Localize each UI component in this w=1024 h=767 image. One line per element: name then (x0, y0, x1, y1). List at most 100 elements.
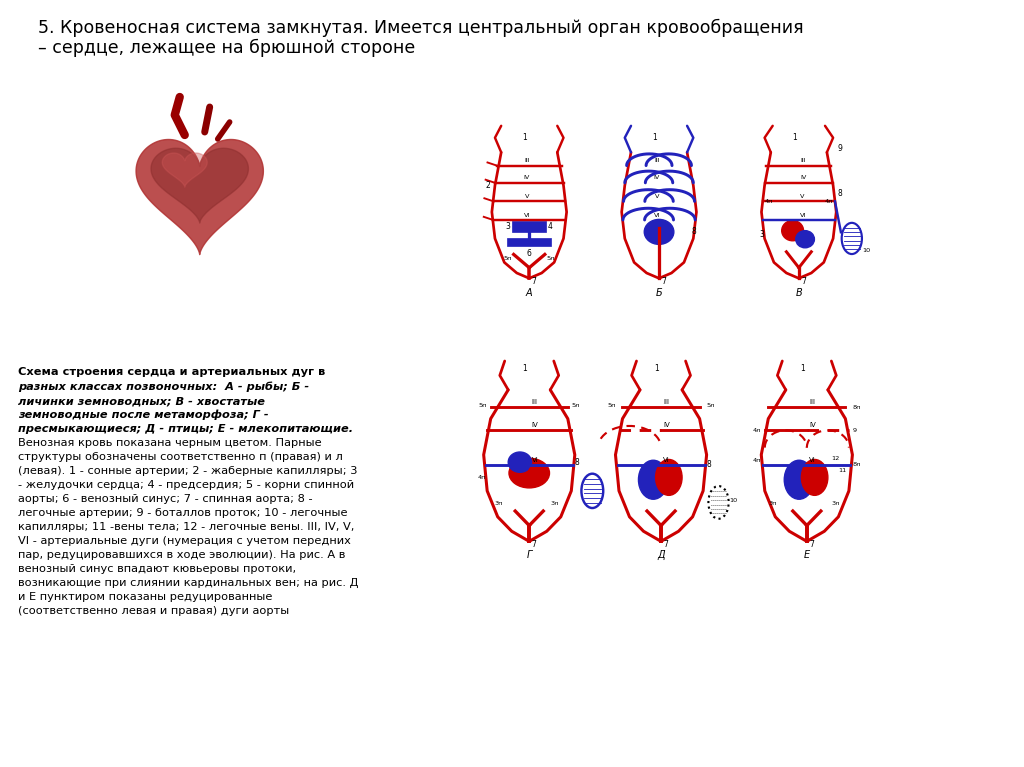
Ellipse shape (655, 459, 682, 495)
Text: 6: 6 (526, 249, 531, 258)
Text: 3п: 3п (495, 502, 503, 506)
Text: 7: 7 (531, 277, 537, 286)
Ellipse shape (842, 223, 862, 254)
Text: В: В (796, 288, 802, 298)
Polygon shape (151, 148, 249, 223)
Text: 3п: 3п (769, 502, 777, 506)
Text: 5л: 5л (571, 403, 580, 408)
Text: 5п: 5п (503, 256, 512, 261)
Text: V: V (801, 194, 805, 199)
Text: пар, редуцировавшихся в ходе эволюции). На рис. А в: пар, редуцировавшихся в ходе эволюции). … (18, 550, 345, 560)
Text: аорты; 6 - венозный синус; 7 - спинная аорта; 8 -: аорты; 6 - венозный синус; 7 - спинная а… (18, 494, 312, 504)
Text: (левая). 1 - сонные артерии; 2 - жаберные капилляры; 3: (левая). 1 - сонные артерии; 2 - жаберны… (18, 466, 357, 476)
Text: IV: IV (809, 422, 816, 428)
Text: VI: VI (809, 456, 816, 463)
Text: 7: 7 (531, 540, 537, 549)
Text: 4л: 4л (753, 428, 761, 433)
Text: 7: 7 (801, 277, 806, 286)
Text: разных классах позвоночных:  А - рыбы; Б -: разных классах позвоночных: А - рыбы; Б … (18, 382, 309, 393)
Text: 7: 7 (664, 540, 669, 549)
Text: 5л: 5л (707, 403, 715, 408)
Text: 10: 10 (729, 499, 737, 503)
Text: 5. Кровеносная система замкнутая. Имеется центральный орган кровообращения: 5. Кровеносная система замкнутая. Имеетс… (38, 19, 804, 38)
Ellipse shape (784, 460, 814, 499)
Text: 3: 3 (760, 230, 765, 239)
Text: Схема строения сердца и артериальных дуг в: Схема строения сердца и артериальных дуг… (18, 367, 326, 377)
Text: 5п: 5п (478, 403, 487, 408)
Ellipse shape (582, 474, 603, 508)
Text: 4п: 4п (764, 199, 773, 204)
Text: 8л: 8л (852, 463, 860, 467)
Text: 12: 12 (831, 456, 840, 461)
Text: V: V (654, 194, 659, 199)
Polygon shape (512, 221, 547, 232)
Text: III: III (531, 399, 538, 405)
Text: 8: 8 (574, 458, 580, 467)
Text: личинки земноводных; В - хвостатые: личинки земноводных; В - хвостатые (18, 396, 265, 406)
Text: 1: 1 (522, 364, 527, 373)
Text: капилляры; 11 -вены тела; 12 - легочные вены. III, IV, V,: капилляры; 11 -вены тела; 12 - легочные … (18, 522, 354, 532)
Text: 3: 3 (506, 222, 511, 231)
Text: А: А (526, 288, 532, 298)
Ellipse shape (508, 452, 531, 472)
Text: VI: VI (523, 212, 530, 218)
Text: Б: Б (655, 288, 663, 298)
Text: III: III (524, 158, 529, 163)
Text: 4п: 4п (477, 476, 485, 480)
Text: III: III (654, 158, 659, 163)
Text: VI: VI (664, 456, 670, 463)
Text: 5п: 5п (607, 403, 615, 408)
Text: 10: 10 (862, 249, 870, 253)
Text: VI - артериальные дуги (нумерация с учетом передних: VI - артериальные дуги (нумерация с учет… (18, 536, 351, 546)
Polygon shape (508, 238, 551, 246)
Text: VI: VI (531, 456, 539, 463)
Text: 8: 8 (838, 189, 842, 198)
Text: IV: IV (531, 422, 539, 428)
Text: 1: 1 (654, 364, 658, 373)
Text: структуры обозначены соответственно п (правая) и л: структуры обозначены соответственно п (п… (18, 452, 343, 462)
Ellipse shape (709, 486, 729, 518)
Text: VI: VI (801, 212, 807, 218)
Text: земноводные после метаморфоза; Г -: земноводные после метаморфоза; Г - (18, 410, 268, 420)
Text: легочные артерии; 9 - боталлов проток; 10 - легочные: легочные артерии; 9 - боталлов проток; 1… (18, 508, 347, 518)
Text: 9: 9 (838, 144, 843, 153)
Polygon shape (136, 140, 263, 255)
Text: 3л: 3л (831, 502, 840, 506)
Text: 8: 8 (692, 227, 696, 236)
Ellipse shape (796, 231, 814, 248)
Text: IV: IV (664, 422, 670, 428)
Text: Г: Г (526, 550, 531, 560)
Text: 11: 11 (839, 468, 847, 473)
Text: 5л: 5л (547, 256, 555, 261)
Text: – сердце, лежащее на брюшной стороне: – сердце, лежащее на брюшной стороне (38, 39, 415, 58)
Text: Д: Д (657, 550, 665, 560)
Text: IV: IV (653, 176, 659, 180)
Ellipse shape (802, 459, 827, 495)
Text: 4л: 4л (825, 199, 834, 204)
Text: 7: 7 (809, 540, 814, 549)
Text: III: III (801, 158, 806, 163)
Text: III: III (809, 399, 815, 405)
Text: пресмыкающиеся; Д - птицы; Е - млекопитающие.: пресмыкающиеся; Д - птицы; Е - млекопита… (18, 424, 353, 434)
Text: 1: 1 (652, 133, 656, 142)
Text: - желудочки сердца; 4 - предсердия; 5 - корни спинной: - желудочки сердца; 4 - предсердия; 5 - … (18, 480, 354, 490)
Text: (соответственно левая и правая) дуги аорты: (соответственно левая и правая) дуги аор… (18, 606, 289, 616)
Text: Е: Е (804, 550, 810, 560)
Text: 1: 1 (800, 364, 805, 373)
Text: венозный синус впадают кювьеровы протоки,: венозный синус впадают кювьеровы протоки… (18, 564, 296, 574)
Text: 2: 2 (485, 181, 490, 190)
Ellipse shape (781, 220, 804, 241)
Text: III: III (664, 399, 670, 405)
Text: и Е пунктиром показаны редуцированные: и Е пунктиром показаны редуцированные (18, 592, 272, 602)
Text: 3л: 3л (550, 502, 558, 506)
Text: 4: 4 (548, 222, 553, 231)
Ellipse shape (638, 460, 668, 499)
Text: IV: IV (523, 176, 530, 180)
Text: 8: 8 (707, 460, 712, 469)
Text: IV: IV (801, 176, 807, 180)
Ellipse shape (509, 458, 550, 488)
Text: 1: 1 (522, 133, 527, 142)
Text: 1: 1 (792, 133, 797, 142)
Text: 7: 7 (662, 277, 667, 286)
Text: VI: VI (653, 212, 659, 218)
